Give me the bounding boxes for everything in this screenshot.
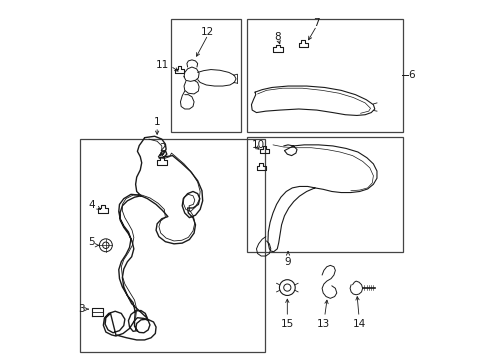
Text: 11: 11	[155, 59, 169, 69]
Text: 6: 6	[408, 70, 415, 80]
Text: 9: 9	[285, 257, 292, 267]
Text: 3: 3	[78, 304, 84, 314]
Text: 12: 12	[201, 27, 214, 37]
Bar	[247, 137, 403, 252]
Text: 13: 13	[317, 319, 331, 329]
Text: 2: 2	[159, 143, 166, 153]
Text: 1: 1	[154, 117, 160, 127]
Bar	[172, 19, 242, 132]
Text: 15: 15	[281, 319, 294, 329]
Text: 7: 7	[314, 18, 320, 28]
Bar	[80, 139, 265, 352]
Text: 8: 8	[274, 32, 281, 41]
Text: 4: 4	[89, 200, 95, 210]
Bar	[247, 19, 403, 132]
Text: 10: 10	[252, 140, 265, 150]
Text: 5: 5	[89, 237, 95, 247]
Text: 14: 14	[353, 319, 367, 329]
